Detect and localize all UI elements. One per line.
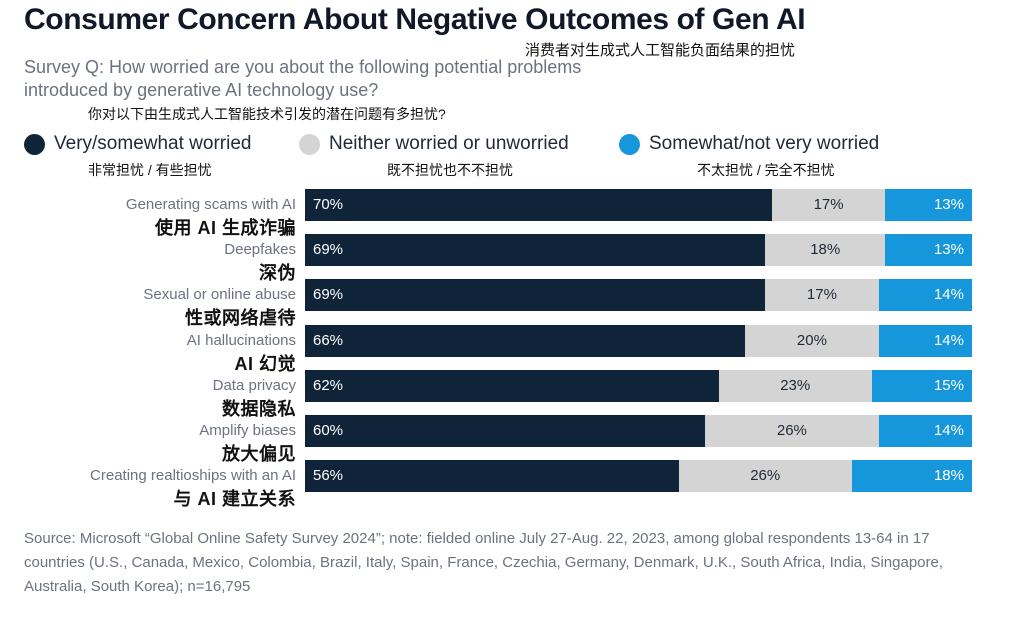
bar-segment-worried: 60%: [305, 415, 706, 447]
bar-segment-not-worried: 13%: [885, 189, 972, 221]
data-label: 18%: [933, 467, 964, 485]
bar-segment-worried: 69%: [305, 234, 766, 267]
legend-neutral-chinese: 既不担忧也不不担忧: [387, 162, 513, 178]
bar-row: 62% 23% 15%: [305, 369, 972, 402]
data-label: 23%: [780, 376, 811, 394]
category-label-chinese: 深伪: [259, 263, 296, 284]
data-label: 60%: [313, 422, 344, 439]
bar-row: 70% 17% 13%: [305, 189, 972, 221]
bar-segment-neutral: 26%: [678, 460, 852, 493]
chart-title: Consumer Concern About Negative Outcomes…: [24, 3, 806, 36]
bar-segment-neutral: 17%: [765, 279, 879, 312]
legend-worried-label: Very/somewhat worried: [54, 133, 252, 154]
data-label: 13%: [933, 241, 964, 259]
legend-neutral-dot-icon: [299, 133, 320, 155]
bar-segment-neutral: 17%: [771, 189, 886, 221]
bar-segment-not-worried: 18%: [851, 460, 972, 493]
bar-segment-not-worried: 14%: [878, 415, 972, 447]
category-label-chinese: 数据隐私: [222, 398, 296, 419]
data-label: 14%: [933, 422, 964, 439]
bar-row: 60% 26% 14%: [305, 415, 972, 447]
bar-segment-not-worried: 14%: [878, 324, 972, 357]
legend-item-not-worried: Somewhat/not very worried: [619, 131, 879, 157]
category-label-chinese: AI 幻觉: [234, 353, 296, 374]
bar-row: 69% 18% 13%: [305, 234, 972, 267]
category-label-chinese: 性或网络虐待: [185, 308, 296, 329]
data-label: 14%: [933, 331, 964, 349]
bar-segment-not-worried: 13%: [885, 234, 972, 267]
bar-segment-not-worried: 15%: [871, 369, 972, 402]
legend-neutral-label: Neither worried or unworried: [329, 133, 569, 154]
data-label: 17%: [806, 286, 837, 304]
bar-segment-neutral: 26%: [705, 415, 879, 447]
legend-worried-chinese: 非常担忧 / 有些担忧: [88, 162, 212, 178]
data-label: 62%: [313, 376, 344, 394]
category-label: Deepfakes: [224, 241, 296, 259]
data-label: 13%: [933, 196, 964, 213]
category-label: Sexual or online abuse: [143, 286, 296, 304]
data-label: 20%: [796, 331, 827, 349]
survey-question: Survey Q: How worried are you about the …: [24, 57, 582, 100]
chart-title-chinese: 消费者对生成式人工智能负面结果的担忧: [525, 42, 796, 59]
bar-row: 56% 26% 18%: [305, 460, 972, 493]
data-label: 18%: [810, 241, 841, 259]
data-label: 15%: [933, 376, 964, 394]
bar-row: 69% 17% 14%: [305, 279, 972, 312]
category-label: Amplify biases: [199, 422, 296, 439]
category-label: Generating scams with AI: [125, 196, 296, 213]
bar-segment-neutral: 23%: [718, 369, 872, 402]
source-note: Source: Microsoft “Global Online Safety …: [24, 530, 944, 595]
bar-segment-neutral: 18%: [765, 234, 886, 267]
category-label: Data privacy: [212, 376, 296, 394]
legend-item-worried: Very/somewhat worried: [24, 131, 251, 157]
data-label: 14%: [933, 286, 964, 304]
legend-worried-dot-icon: [24, 133, 45, 155]
bar-row: 66% 20% 14%: [305, 324, 972, 357]
data-label: 70%: [313, 196, 344, 213]
category-label-chinese: 使用 AI 生成诈骗: [154, 218, 296, 238]
legend-not-worried-label: Somewhat/not very worried: [649, 133, 880, 154]
legend-not-worried-chinese: 不太担忧 / 完全不担忧: [697, 162, 835, 178]
bar-segment-not-worried: 14%: [878, 279, 972, 312]
data-label: 69%: [313, 286, 344, 304]
category-label-chinese: 放大偏见: [222, 444, 296, 464]
category-label: Creating realtioships with an AI: [90, 467, 296, 485]
data-label: 26%: [776, 422, 807, 439]
data-label: 26%: [750, 467, 781, 485]
data-label: 66%: [313, 331, 344, 349]
bar-segment-worried: 56%: [305, 460, 679, 493]
bar-segment-worried: 69%: [305, 279, 766, 312]
bar-segment-neutral: 20%: [745, 324, 879, 357]
data-label: 69%: [313, 241, 344, 259]
legend-not-worried-dot-icon: [619, 133, 640, 155]
legend-item-neutral: Neither worried or unworried: [299, 131, 569, 157]
survey-question-chinese: 你对以下由生成式人工智能技术引发的潜在问题有多担忧?: [88, 106, 446, 122]
category-label: AI hallucinations: [186, 331, 296, 349]
bar-segment-worried: 66%: [305, 324, 746, 357]
data-label: 17%: [813, 196, 844, 213]
bar-segment-worried: 62%: [305, 369, 719, 402]
category-label-chinese: 与 AI 建立关系: [173, 489, 296, 510]
data-label: 56%: [313, 467, 344, 485]
bar-segment-worried: 70%: [305, 189, 772, 221]
